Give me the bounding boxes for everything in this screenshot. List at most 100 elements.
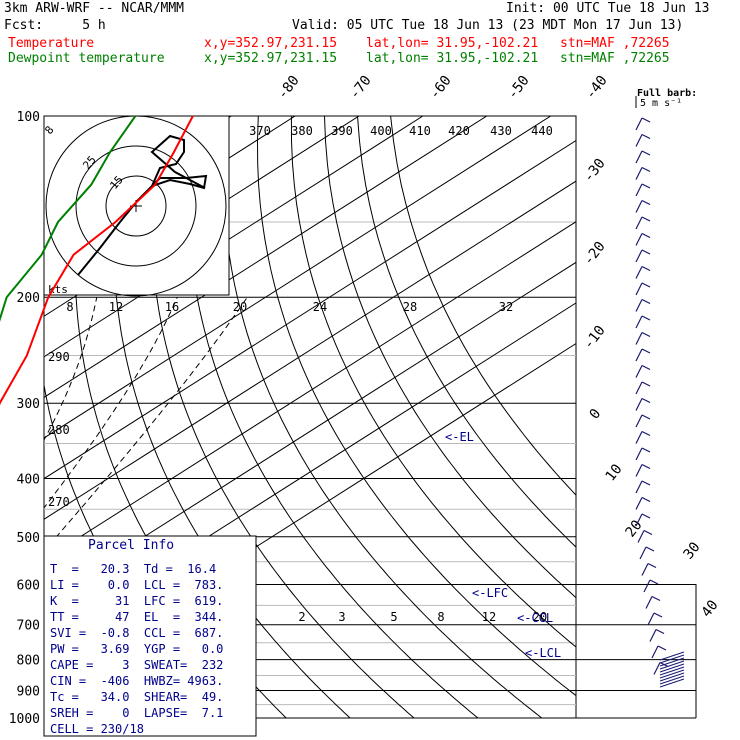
wind-barb-flag [641, 199, 651, 206]
wind-barb [635, 150, 643, 164]
wind-barb-flag [641, 397, 651, 404]
wind-barb [635, 117, 643, 131]
theta-label: 440 [531, 124, 553, 138]
theta-left-label: 270 [48, 495, 70, 509]
wind-barb [635, 266, 643, 279]
pressure-tick-label: 700 [17, 619, 40, 634]
theta-left-label: 280 [48, 423, 70, 437]
parcel-row: SVI = -0.8 CCL = 687. [50, 626, 224, 640]
hodograph-speed-label: 24 [313, 300, 327, 314]
wind-barb [643, 579, 651, 593]
init-time: Init: 00 UTC Tue 18 Jun 13 [506, 1, 710, 16]
mixing-ratio-label: 2 [298, 610, 305, 624]
pressure-tick-label: 200 [17, 291, 40, 306]
isotherm-line [44, 116, 488, 398]
wind-barb-flag [653, 612, 663, 618]
full-barb-label: Full barb: [637, 88, 697, 99]
moist-adiabat-line [0, 297, 17, 718]
wind-barb [635, 299, 643, 312]
isotherm-right-label: 20 [623, 517, 646, 540]
mixing-ratio-label: 12 [482, 610, 496, 624]
hodograph-speed-label: 16 [165, 300, 179, 314]
hodograph-units-label: kts [48, 283, 68, 296]
wind-barb [649, 629, 657, 642]
wind-barb [635, 414, 643, 428]
parcel-row: SREH = 0 LAPSE= 7.1 [50, 706, 224, 720]
hodograph-speed-label: 8 [66, 300, 73, 314]
wind-barb-flag [641, 117, 651, 123]
temperature-xy: x,y=352.97,231.15 [204, 36, 338, 51]
isotherm-line [44, 116, 424, 358]
wind-barb [635, 513, 643, 527]
wind-barb [659, 669, 685, 679]
dry-adiabat-line [390, 116, 576, 496]
wind-barb-flag [657, 645, 667, 651]
wind-barb [659, 660, 685, 670]
mixing-ratio-label: 8 [437, 610, 444, 624]
wind-barb [635, 167, 643, 180]
wind-barb-flag [641, 480, 651, 486]
dry-adiabat-line [186, 116, 479, 718]
wind-barb-flag [641, 315, 651, 321]
theta-label: 420 [448, 124, 470, 138]
pressure-tick-label: 800 [17, 654, 40, 669]
dewpoint-xy: x,y=352.97,231.15 [204, 51, 338, 66]
hodograph-speed-label: 12 [109, 300, 123, 314]
wind-barb [635, 447, 643, 461]
parcel-row: CIN = -406 HWBZ= 4963. [50, 674, 224, 688]
isotherm-right-label: -20 [581, 239, 609, 269]
wind-barb-flag [641, 496, 651, 503]
temperature-profile [0, 115, 194, 406]
level-annotation: <-LFC [472, 586, 508, 600]
level-annotation: <-CCL [517, 611, 553, 625]
wind-barb-flag [641, 232, 651, 239]
wind-barb-flag [641, 331, 651, 338]
wind-barb [635, 134, 643, 147]
isotherm-top-label: -60 [427, 73, 455, 103]
wind-barb-flag [641, 166, 651, 173]
level-annotation: <-EL [445, 430, 474, 444]
wind-barb [635, 480, 643, 494]
mixing-ratio-label: 20 [533, 610, 547, 624]
wind-barb-flag [641, 282, 651, 288]
wind-barb-flag [641, 447, 651, 453]
isotherm-line [44, 261, 576, 602]
wind-barb [659, 666, 685, 676]
isotherm-line [44, 116, 551, 439]
wind-barb [641, 563, 649, 576]
parcel-row: TT = 47 EL = 344. [50, 610, 224, 624]
parcel-info-title: Parcel Info [88, 538, 175, 553]
dry-adiabat-line [222, 116, 543, 718]
wind-barb-flag [641, 298, 651, 305]
wind-barb [635, 381, 643, 395]
wind-barb-flag [641, 133, 651, 140]
wind-barb-flag [641, 513, 651, 519]
wind-barb-flag [649, 579, 659, 585]
wind-barb [645, 596, 653, 609]
dewpoint-latlon: lat,lon= 31.95,-102.21 [366, 51, 539, 66]
temperature-station: stn=MAF ,72265 [560, 36, 670, 51]
parcel-row: CAPE = 3 SWEAT= 232 [50, 658, 224, 672]
wind-barb-flag [641, 216, 651, 222]
temperature-latlon: lat,lon= 31.95,-102.21 [366, 36, 539, 51]
pressure-tick-label: 100 [17, 110, 40, 125]
wind-barb-flag [641, 348, 651, 354]
isotherm-top-label: -70 [347, 73, 375, 103]
dewpoint-station: stn=MAF ,72265 [560, 51, 670, 66]
wind-barb [635, 282, 643, 296]
wind-barb [659, 678, 685, 688]
wind-barb-flag [641, 381, 651, 387]
isotherm-top-label: -40 [583, 73, 611, 103]
mixing-ratio-label: 3 [338, 610, 345, 624]
moist-adiabat-line [44, 297, 98, 441]
isotherm-top-label: -50 [505, 73, 533, 103]
parcel-row: Tc = 34.0 SHEAR= 49. [50, 690, 224, 704]
pressure-tick-label: 1000 [9, 712, 40, 727]
theta-left-label: 290 [48, 350, 70, 364]
forecast-hour: Fcst: 5 h [4, 18, 106, 33]
wind-barb-flag [645, 546, 655, 552]
hodograph-speed-label: 20 [233, 300, 247, 314]
dry-adiabat-line [357, 116, 576, 548]
wind-barb [635, 233, 643, 246]
